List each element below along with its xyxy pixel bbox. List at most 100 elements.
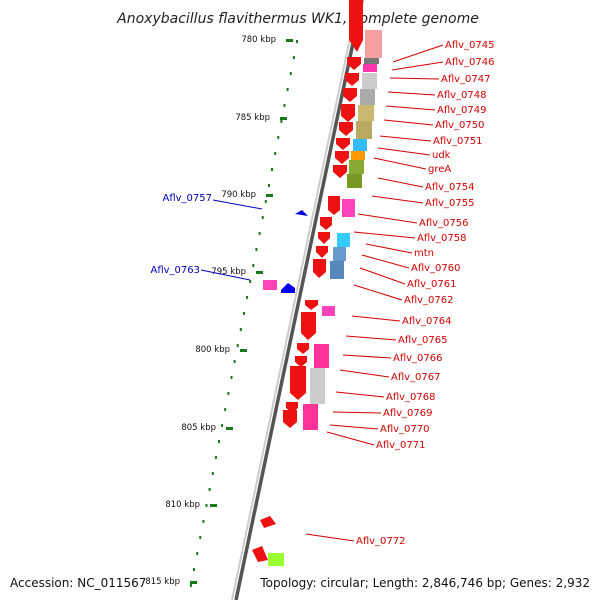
scale-dot — [224, 408, 227, 411]
gene-label: Aflv_0756 — [419, 218, 469, 229]
scale-label: 790 kbp — [221, 190, 256, 200]
scale-dot — [286, 88, 289, 91]
leader-line — [373, 157, 427, 170]
gene-label: mtn — [414, 248, 434, 259]
scale-dot — [208, 488, 211, 491]
scale-dot — [252, 264, 255, 267]
scale-dot — [211, 472, 214, 475]
gene-label: Aflv_0754 — [425, 182, 475, 193]
leader-line — [359, 267, 406, 285]
scale-ticks: 780 kbp 785 kbp 790 kbp 795 kbp 800 kbp 805 k… — [145, 35, 293, 587]
scale-label: 815 kbp — [145, 577, 180, 587]
leader-line — [361, 254, 410, 269]
gene-label: Aflv_0769 — [383, 408, 433, 419]
gene-label: Aflv_0764 — [402, 316, 452, 327]
scale-dot — [283, 104, 286, 107]
leader-line — [335, 391, 385, 398]
leader-line — [392, 44, 444, 63]
gene-label: Aflv_0760 — [411, 263, 461, 274]
leader-line — [379, 135, 432, 142]
scale-dot — [258, 232, 261, 235]
scale-tick — [190, 581, 197, 584]
scale-label: 780 kbp — [241, 35, 276, 45]
scale-dot — [230, 376, 233, 379]
gene-arrow — [295, 356, 307, 367]
leader-line — [391, 61, 444, 71]
gene-label: Aflv_0762 — [404, 295, 454, 306]
scale-dot — [249, 280, 252, 283]
gene-label: Aflv_0748 — [437, 90, 487, 101]
leader-line — [342, 354, 392, 359]
topology-text: Topology: circular; Length: 2,846,746 bp… — [259, 576, 590, 590]
scale-label: 795 kbp — [211, 267, 246, 277]
gene-label: Aflv_0757 — [162, 193, 212, 204]
annotation-blocks — [263, 30, 382, 566]
scale-dot — [205, 504, 208, 507]
scale-dot — [218, 440, 220, 443]
leader-line — [383, 119, 434, 126]
gene-arrow — [335, 151, 349, 164]
gene-labels-right: Aflv_0745 Aflv_0746 Aflv_0747 Aflv_0748 Aflv… — [305, 40, 495, 547]
gene-label: Aflv_0766 — [393, 353, 443, 364]
leader-line — [345, 335, 397, 341]
gene-arrow — [252, 546, 268, 562]
scale-label: 785 kbp — [235, 113, 270, 123]
gene-label: Aflv_0751 — [433, 136, 483, 147]
gene-label: Aflv_0771 — [376, 440, 426, 451]
scale-dot — [277, 136, 280, 139]
scale-dot — [221, 424, 224, 427]
scale-tick — [266, 194, 273, 197]
gene-arrow — [320, 217, 332, 230]
gene-label: Aflv_0767 — [391, 372, 441, 383]
gene-label: Aflv_0761 — [407, 279, 457, 290]
scale-dot — [267, 184, 270, 187]
gene-arrow — [260, 516, 276, 528]
gene-arrow — [328, 196, 340, 215]
scale-dot — [274, 152, 277, 155]
leader-line — [377, 147, 431, 156]
gene-label: Aflv_0747 — [441, 74, 491, 85]
gene-arrow — [336, 138, 350, 150]
gene-arrow — [318, 232, 330, 244]
leader-line — [353, 284, 403, 301]
scale-dot — [255, 248, 258, 251]
scale-track — [189, 40, 298, 587]
scale-dot — [236, 344, 239, 347]
gene-label: Aflv_0749 — [437, 105, 487, 116]
gene-label: Aflv_0758 — [417, 233, 467, 244]
gene-arrow — [313, 259, 326, 278]
gene-label: Aflv_0772 — [356, 536, 406, 547]
leader-line — [377, 177, 424, 188]
leader-line — [353, 231, 416, 239]
scale-tick — [256, 271, 263, 274]
gene-label: Aflv_0763 — [150, 265, 200, 276]
leader-line — [200, 269, 251, 281]
scale-dot — [289, 72, 292, 75]
gene-label: Aflv_0770 — [380, 424, 430, 435]
gene-label: udk — [432, 150, 451, 161]
gene-arrow — [316, 246, 328, 258]
scale-dot — [193, 568, 195, 571]
gene-arrow — [333, 165, 347, 178]
scale-dot — [271, 168, 273, 171]
gene-label: Aflv_0765 — [398, 335, 448, 346]
gene-label: Aflv_0750 — [435, 120, 485, 131]
accession-text: Accession: NC_011567 — [10, 576, 146, 590]
scale-label: 810 kbp — [165, 500, 200, 510]
gene-labels-left: Aflv_0757 Aflv_0763 — [150, 193, 263, 281]
scale-tick — [280, 117, 287, 120]
leader-line — [332, 411, 382, 414]
scale-dot — [196, 552, 199, 555]
gene-arrow — [295, 210, 308, 216]
scale-dot — [202, 520, 205, 523]
gene-arrow — [343, 88, 357, 102]
scale-dot — [239, 328, 242, 331]
leader-line — [326, 431, 375, 446]
scale-dot — [199, 536, 202, 539]
gene-arrow — [305, 300, 318, 310]
scale-tick — [210, 504, 217, 507]
gene-label: Aflv_0755 — [425, 198, 475, 209]
gene-label: greA — [428, 164, 451, 175]
leader-line — [351, 315, 401, 322]
